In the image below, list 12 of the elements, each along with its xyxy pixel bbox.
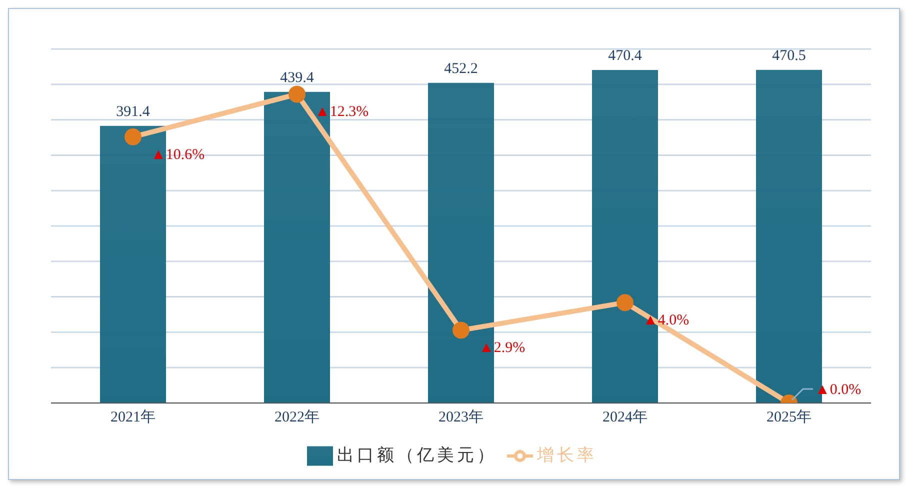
data-label: 391.4 — [116, 104, 150, 120]
data-label: 470.5 — [772, 48, 806, 64]
legend-label: 增长率 — [537, 446, 597, 466]
data-label: 470.4 — [608, 48, 642, 64]
x-tick-label: 2025年 — [766, 408, 812, 426]
data-label: 439.4 — [280, 70, 314, 86]
data-label: 452.2 — [444, 60, 478, 77]
x-tick-label: 2024年 — [602, 408, 648, 426]
x-tick-label: 2022年 — [274, 408, 320, 426]
x-tick-label: 2023年 — [438, 408, 484, 426]
legend-label: 出口额（亿美元） — [337, 446, 497, 466]
x-tick-label: 2021年 — [110, 408, 156, 426]
